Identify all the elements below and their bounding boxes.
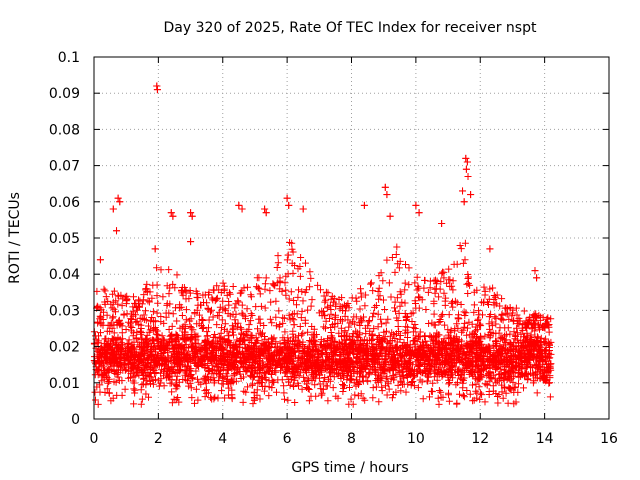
roti-peak-point [96, 256, 104, 264]
y-tick-label: 0.09 [49, 86, 80, 102]
x-tick-label: 2 [154, 431, 163, 447]
x-tick-label: 6 [283, 431, 292, 447]
x-axis-label: GPS time / hours [291, 460, 408, 476]
x-tick-label: 14 [536, 431, 554, 447]
x-tick-label: 12 [471, 431, 489, 447]
x-tick-label: 0 [90, 431, 99, 447]
roti-peak-point [360, 201, 368, 209]
roti-peak-point [235, 201, 243, 209]
x-tick-label: 16 [600, 431, 618, 447]
data-points [90, 82, 555, 408]
roti-peak-point [169, 212, 177, 220]
roti-peak-point [238, 205, 246, 213]
roti-point-markers [90, 82, 555, 408]
roti-peak-point [261, 205, 269, 213]
roti-peak-point [116, 198, 124, 206]
roti-peak-point [531, 267, 539, 275]
roti-peak-point [188, 212, 196, 220]
x-tick-label: 10 [407, 431, 425, 447]
roti-peak-point [299, 205, 307, 213]
chart-title: Day 320 of 2025, Rate Of TEC Index for r… [164, 20, 537, 36]
roti-peak-point [283, 194, 291, 202]
y-tick-label: 0.02 [49, 340, 80, 356]
roti-peak-point [459, 187, 467, 195]
roti-peak-point [460, 198, 468, 206]
roti-peak-point [153, 86, 161, 94]
roti-peak-point [462, 165, 470, 173]
roti-peak-point [167, 209, 175, 217]
roti-peak-point [467, 191, 475, 199]
y-tick-label: 0.08 [49, 122, 80, 138]
roti-peak-point [533, 274, 541, 282]
roti-peak-point [153, 82, 161, 90]
roti-peak-point [285, 201, 293, 209]
roti-peak-point [262, 209, 270, 217]
roti-peak-point [438, 220, 446, 228]
y-tick-label: 0 [71, 412, 80, 428]
y-tick-label: 0.04 [49, 267, 80, 283]
roti-peak-point [151, 245, 159, 253]
roti-peak-point [463, 158, 471, 166]
x-tick-label: 4 [218, 431, 227, 447]
roti-peak-point [381, 183, 389, 191]
y-axis-label: ROTI / TECUs [7, 192, 23, 284]
y-tick-label: 0.01 [49, 376, 80, 392]
y-tick-label: 0.1 [58, 50, 80, 66]
roti-peak-point [386, 212, 394, 220]
y-tick-label: 0.03 [49, 303, 80, 319]
roti-peak-point [486, 245, 494, 253]
roti-peak-point [113, 227, 121, 235]
grid-layer [94, 57, 609, 419]
roti-peak-point [412, 201, 420, 209]
roti-peak-point [114, 194, 122, 202]
y-tick-label: 0.07 [49, 159, 80, 175]
roti-peak-point [187, 209, 195, 217]
roti-peak-point [383, 191, 391, 199]
roti-peak-point [415, 209, 423, 217]
roti-peak-point [187, 238, 195, 246]
axes: 0 2 4 6 8 10 12 14 16 0 0.01 0.02 0.03 0.04 0.05 0.06 0.… [49, 50, 618, 447]
y-tick-label: 0.06 [49, 195, 80, 211]
roti-peak-point [109, 205, 117, 213]
x-tick-label: 8 [347, 431, 356, 447]
roti-peak-point [462, 154, 470, 162]
roti-peak-point [464, 172, 472, 180]
y-tick-label: 0.05 [49, 231, 80, 247]
